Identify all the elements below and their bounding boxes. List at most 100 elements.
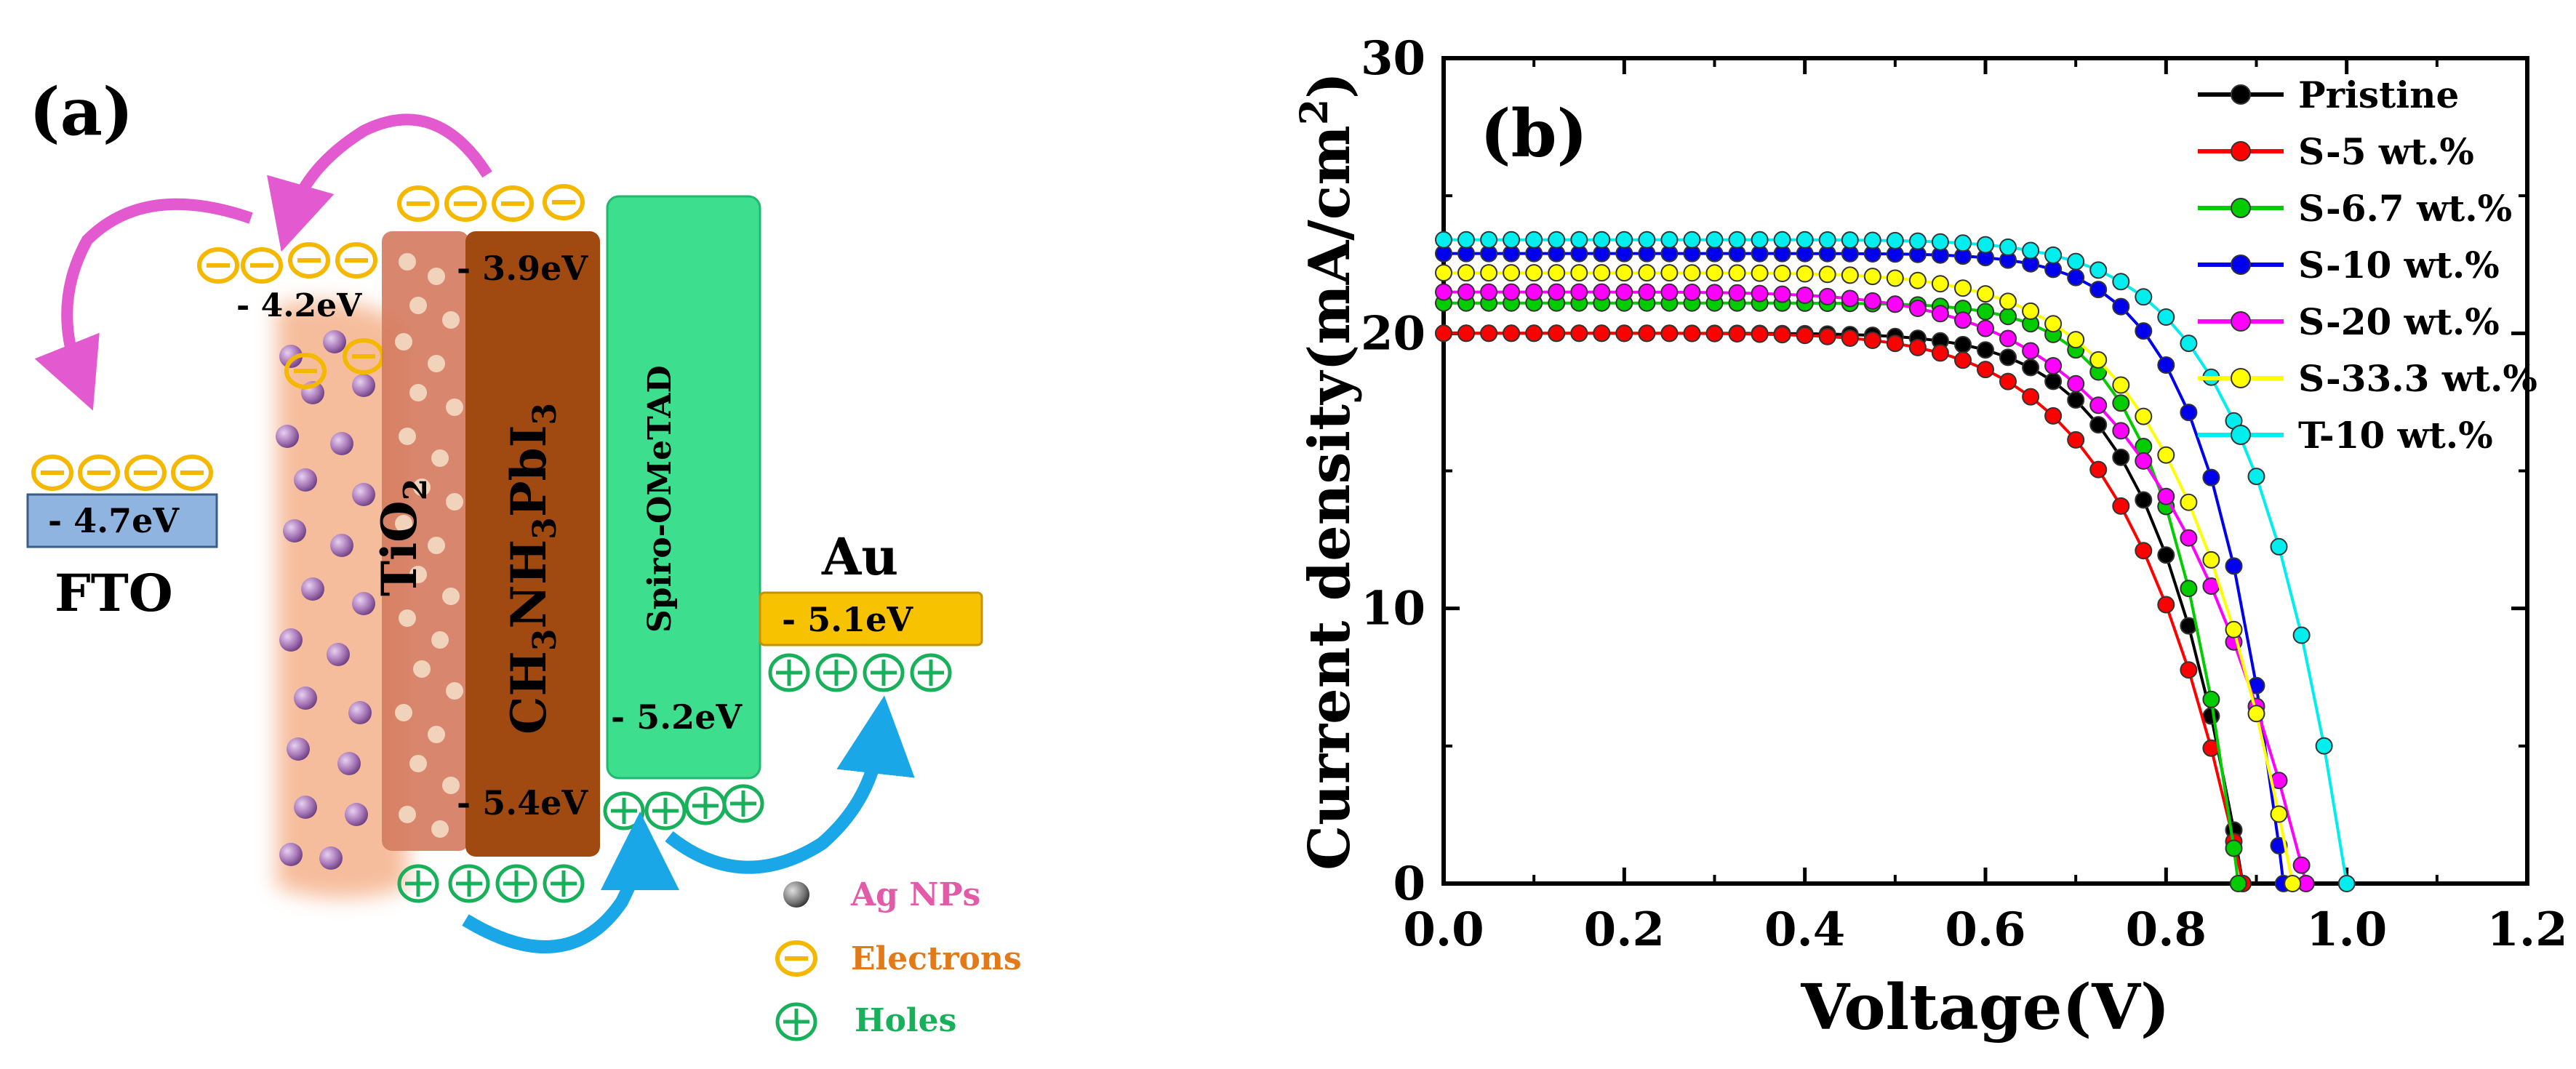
data-point — [2157, 596, 2175, 614]
data-point — [2225, 839, 2243, 857]
data-point — [2044, 372, 2063, 391]
perovskite-label-part: NH — [500, 540, 557, 629]
data-point — [2022, 388, 2040, 406]
data-point — [1525, 264, 1543, 282]
data-point — [1503, 231, 1521, 249]
panel-a-legend: Ag NPs Electrons Holes — [777, 876, 1022, 1039]
data-point — [1931, 275, 1949, 293]
data-point — [2202, 550, 2220, 569]
legend-ag-label: Ag NPs — [850, 876, 980, 913]
spiro-level: - 5.2eV — [611, 697, 743, 737]
data-point — [1728, 264, 1746, 282]
data-point — [1593, 231, 1611, 249]
data-point — [1977, 303, 1994, 321]
data-point — [1863, 332, 1881, 349]
perovskite-holes — [399, 866, 583, 901]
data-point — [1728, 231, 1746, 249]
data-point — [1908, 300, 1927, 317]
data-point — [1593, 264, 1611, 282]
data-point — [1457, 324, 1475, 343]
hole-symbol — [450, 866, 488, 901]
data-point — [1999, 348, 2017, 367]
data-point — [1977, 361, 1994, 379]
electron-symbol — [545, 186, 583, 218]
data-point — [2135, 542, 2153, 560]
data-point — [1818, 327, 1836, 345]
ag-nanoparticles — [276, 330, 375, 870]
data-point — [2089, 396, 2108, 415]
perovskite-label-sub: 3 — [527, 517, 564, 540]
data-point — [1503, 283, 1521, 301]
hole-symbol — [497, 866, 535, 901]
legend-marker — [2231, 368, 2251, 388]
data-point — [1796, 265, 1814, 283]
data-point — [1525, 231, 1543, 249]
blue-arrow-spiro — [462, 812, 679, 953]
data-point — [2270, 805, 2288, 823]
data-point — [1683, 231, 1701, 249]
data-point — [1818, 265, 1836, 284]
ag-np — [276, 425, 299, 448]
data-point — [1593, 283, 1611, 301]
data-point — [1773, 265, 1791, 282]
data-point — [2284, 875, 2302, 892]
ag-np — [294, 686, 317, 710]
legend-label: S-33.3 wt.% — [2298, 357, 2537, 400]
data-point — [1796, 231, 1814, 249]
data-point — [1435, 231, 1452, 249]
data-point — [1841, 289, 1859, 308]
legend-marker — [2231, 198, 2251, 218]
data-point — [1728, 325, 1746, 343]
au-holes — [770, 655, 950, 690]
data-point — [2022, 302, 2040, 320]
x-tick-label: 0.4 — [1764, 902, 1845, 957]
tio2-particles — [395, 253, 463, 838]
hole-symbol — [770, 655, 808, 690]
data-point — [1999, 238, 2017, 256]
spiro-block — [606, 195, 761, 780]
data-point — [2270, 537, 2288, 556]
pink-arrow-tio2 — [267, 113, 492, 252]
data-point — [1638, 264, 1656, 282]
legend-label: S-10 wt.% — [2298, 244, 2500, 287]
y-axis-label-close: ) — [1297, 72, 1363, 99]
series-line — [1444, 332, 2244, 884]
data-point — [2044, 246, 2063, 264]
tio2-label-sub: 2 — [397, 479, 434, 501]
data-point — [2180, 335, 2198, 353]
data-point — [1818, 287, 1836, 305]
fto-bar — [26, 493, 218, 548]
hole-symbol — [724, 786, 762, 821]
fto-label: FTO — [55, 563, 173, 623]
ag-np — [348, 701, 372, 724]
series-line — [1444, 290, 2308, 884]
data-point — [1954, 234, 1972, 252]
data-point — [1886, 231, 1904, 249]
data-point — [1908, 232, 1927, 250]
data-point — [1954, 335, 1972, 353]
legend-marker — [2231, 311, 2251, 332]
electron-symbol — [127, 457, 164, 489]
data-point — [2067, 391, 2085, 409]
data-point — [2067, 375, 2085, 393]
hole-symbol — [865, 655, 903, 690]
data-point — [1751, 284, 1769, 303]
x-tick-label: 0.0 — [1403, 902, 1484, 957]
electron-symbol — [199, 249, 237, 281]
ag-np — [352, 592, 375, 615]
data-point — [2247, 705, 2265, 723]
legend-label: S-20 wt.% — [2298, 300, 2500, 343]
legend-electrons-label: Electrons — [851, 940, 1022, 977]
data-point — [2067, 431, 2085, 449]
panel-b-label: (b) — [1480, 95, 1588, 172]
data-point — [1999, 292, 2017, 311]
data-point — [1615, 324, 1633, 343]
data-point — [1548, 283, 1566, 301]
data-point — [2135, 288, 2153, 306]
ag-np — [279, 345, 303, 368]
plot-frame — [1441, 56, 2529, 886]
data-point — [2067, 268, 2085, 287]
ag-np — [294, 796, 317, 819]
ag-np — [345, 803, 368, 826]
data-point — [2180, 580, 2198, 598]
